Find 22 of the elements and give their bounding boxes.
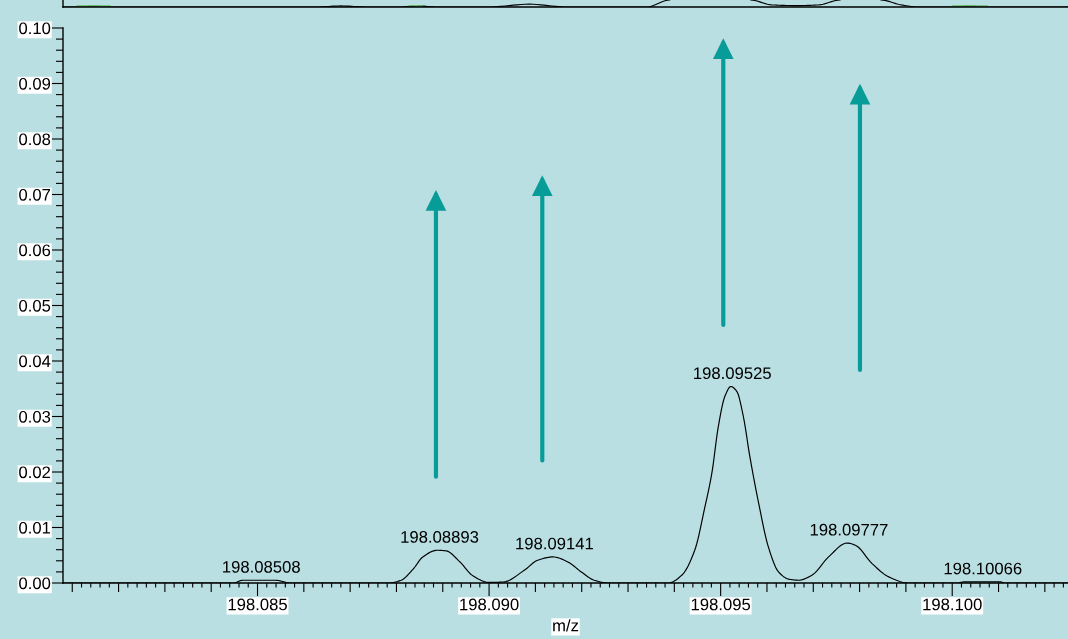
y-tick-label: 0.04 — [19, 355, 51, 368]
annotation: 198.08893 — [401, 530, 479, 543]
annotation: 198.08508 — [223, 560, 300, 573]
x-tick-label: 198.100 — [923, 598, 982, 611]
annotation: 198.09141 — [516, 537, 593, 550]
x-axis-title: m/z — [553, 619, 579, 632]
x-tick-label: 198.085 — [228, 598, 287, 611]
y-tick-label: 0.03 — [19, 410, 51, 423]
x-tick-label: 198.095 — [691, 598, 751, 611]
y-tick-label: 0.00 — [19, 577, 51, 590]
y-tick-label: 0.10 — [19, 22, 51, 35]
annotation: 198.09777 — [810, 523, 888, 536]
annotation: 198.09525 — [694, 367, 771, 380]
y-tick-label: 0.08 — [19, 133, 51, 146]
y-tick-label: 0.02 — [19, 466, 51, 479]
x-tick-label: 198.090 — [460, 598, 519, 611]
annotation: 198.10066 — [944, 562, 1022, 575]
y-tick-label: 0.05 — [19, 299, 51, 312]
y-tick-label: 0.07 — [19, 188, 51, 201]
y-tick-label: 0.09 — [19, 77, 51, 90]
y-tick-label: 0.01 — [19, 521, 51, 534]
y-tick-label: 0.06 — [19, 244, 51, 257]
